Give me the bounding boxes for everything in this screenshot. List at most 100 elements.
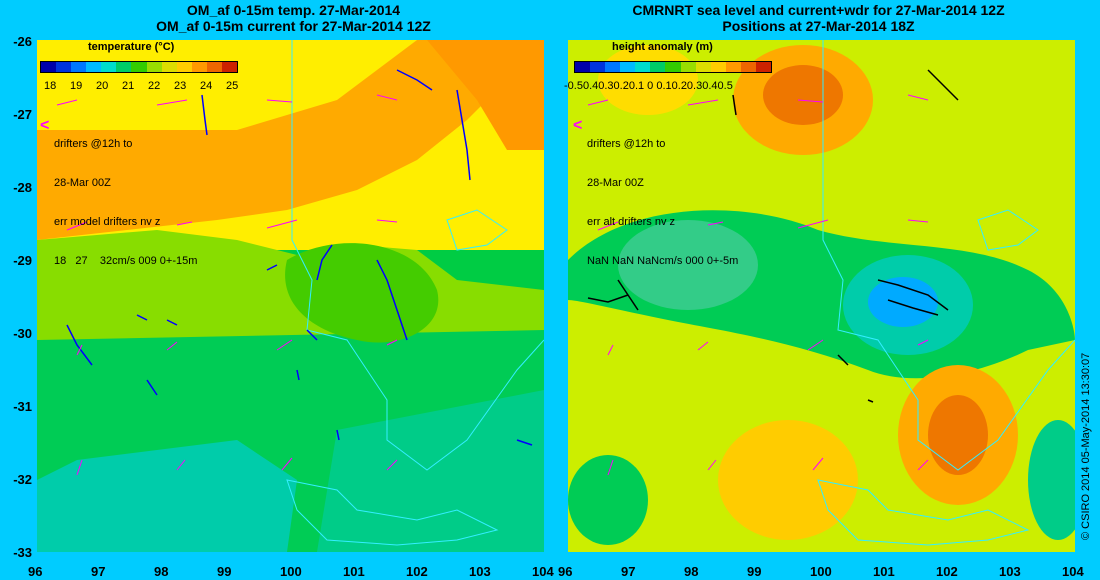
right-title-line2: Positions at 27-Mar-2014 18Z <box>722 18 915 34</box>
left-coastline <box>286 40 544 546</box>
drifter-arrow <box>376 219 398 223</box>
drifter-arrow <box>166 341 178 351</box>
left-cool-patch-2 <box>317 390 544 552</box>
left-temperature-field <box>37 40 544 552</box>
colorbar-swatch <box>680 62 696 72</box>
x-tick-label: 100 <box>810 564 832 579</box>
right-height-field <box>568 40 1075 552</box>
x-tick-label: 96 <box>558 564 573 579</box>
current-vector <box>516 439 533 446</box>
colorbar-swatch <box>86 62 102 72</box>
left-note-line1: drifters @12h to <box>54 138 133 150</box>
right-coast-path-1 <box>822 40 1075 471</box>
drifter-arrow <box>266 99 293 103</box>
current-vector <box>266 264 278 271</box>
left-less-than-marker: < <box>40 117 50 134</box>
colorbar-swatch <box>575 62 591 72</box>
current-vector <box>396 69 433 91</box>
x-tick-label: 102 <box>406 564 428 579</box>
x-tick-label: 101 <box>873 564 895 579</box>
right-high-bottomright-inner <box>928 395 988 475</box>
colorbar-swatch <box>146 62 162 72</box>
colorbar-swatch <box>116 62 132 72</box>
left-coast-path-2 <box>286 479 499 546</box>
left-note: drifters @12h to 28-Mar 00Z err model dr… <box>54 112 197 281</box>
colorbar-swatch <box>206 62 222 72</box>
right-vectors <box>587 69 959 403</box>
drifter-arrow <box>281 457 293 471</box>
left-colorbar-tick: 25 <box>226 80 239 92</box>
current-vector <box>376 259 408 341</box>
left-coast-path-3 <box>446 209 508 251</box>
x-tick-label: 103 <box>469 564 491 579</box>
left-note-line4: 18 27 32cm/s 009 0+-15m <box>54 255 198 267</box>
colorbar-swatch <box>71 62 87 72</box>
drifter-arrow <box>156 99 188 106</box>
right-colorbar <box>574 61 772 73</box>
left-colorbar-tick: 24 <box>200 80 213 92</box>
current-vector <box>306 329 318 341</box>
drifter-arrow <box>587 99 609 106</box>
current-vector <box>587 294 629 303</box>
y-tick-label: -28 <box>13 180 32 195</box>
drifter-arrow <box>607 344 614 356</box>
right-title-line1: CMRNRT sea level and current+wdr for 27-… <box>632 2 1005 18</box>
colorbar-swatch <box>191 62 207 72</box>
current-vector <box>867 399 874 403</box>
y-tick-label: -31 <box>13 399 32 414</box>
right-note-line2: 28-Mar 00Z <box>587 177 644 189</box>
drifter-arrow <box>376 94 398 101</box>
right-coastline <box>817 40 1075 546</box>
colorbar-swatch <box>710 62 726 72</box>
colorbar-swatch <box>665 62 681 72</box>
left-colorbar-tick: 19 <box>70 80 83 92</box>
x-tick-label: 104 <box>532 564 554 579</box>
left-colorbar-tick: 22 <box>148 80 161 92</box>
right-high-bottom-mid <box>718 420 858 540</box>
x-tick-label: 99 <box>217 564 232 579</box>
drifter-arrow <box>66 221 88 231</box>
drifter-arrow <box>917 459 929 471</box>
colorbar-swatch <box>695 62 711 72</box>
drifter-arrow <box>812 457 824 471</box>
current-vector <box>201 94 208 136</box>
drifter-arrow <box>386 459 398 471</box>
left-colorbar-tick: 18 <box>44 80 57 92</box>
x-tick-label: 97 <box>621 564 636 579</box>
y-tick-label: -29 <box>13 253 32 268</box>
drifter-arrow <box>266 219 298 229</box>
current-vector <box>927 69 959 101</box>
right-note-line4: NaN NaN NaNcm/s 000 0+-5m <box>587 255 739 267</box>
drifter-arrow <box>607 459 614 476</box>
current-vector <box>336 429 340 441</box>
right-less-than-marker: < <box>573 117 583 134</box>
drifter-arrow <box>597 221 619 231</box>
current-vector <box>136 314 148 321</box>
y-tick-label: -33 <box>13 545 32 560</box>
left-colorbar-tick: 20 <box>96 80 109 92</box>
x-tick-label: 98 <box>154 564 169 579</box>
right-high-top-inner <box>763 65 843 125</box>
colorbar-swatch <box>176 62 192 72</box>
left-vectors <box>66 69 533 446</box>
x-tick-label: 100 <box>280 564 302 579</box>
right-coast-path-3 <box>977 209 1039 251</box>
right-title: CMRNRT sea level and current+wdr for 27-… <box>565 2 1072 34</box>
colorbar-swatch <box>161 62 177 72</box>
drifter-arrow <box>807 339 824 351</box>
x-tick-label: 96 <box>28 564 43 579</box>
colorbar-swatch <box>590 62 606 72</box>
left-colorbar-tick: 21 <box>122 80 135 92</box>
left-colorbar-tick: 23 <box>174 80 187 92</box>
left-title-line1: OM_af 0-15m temp. 27-Mar-2014 <box>186 2 401 18</box>
y-tick-label: -27 <box>13 107 32 122</box>
colorbar-swatch <box>605 62 621 72</box>
colorbar-swatch <box>221 62 238 72</box>
drifter-arrow <box>917 339 929 346</box>
right-low-bottomleft <box>568 455 648 545</box>
left-map-panel <box>37 40 544 552</box>
current-vector <box>296 369 300 381</box>
drifter-arrow <box>386 339 398 346</box>
left-orange-region <box>37 40 544 240</box>
x-tick-label: 97 <box>91 564 106 579</box>
